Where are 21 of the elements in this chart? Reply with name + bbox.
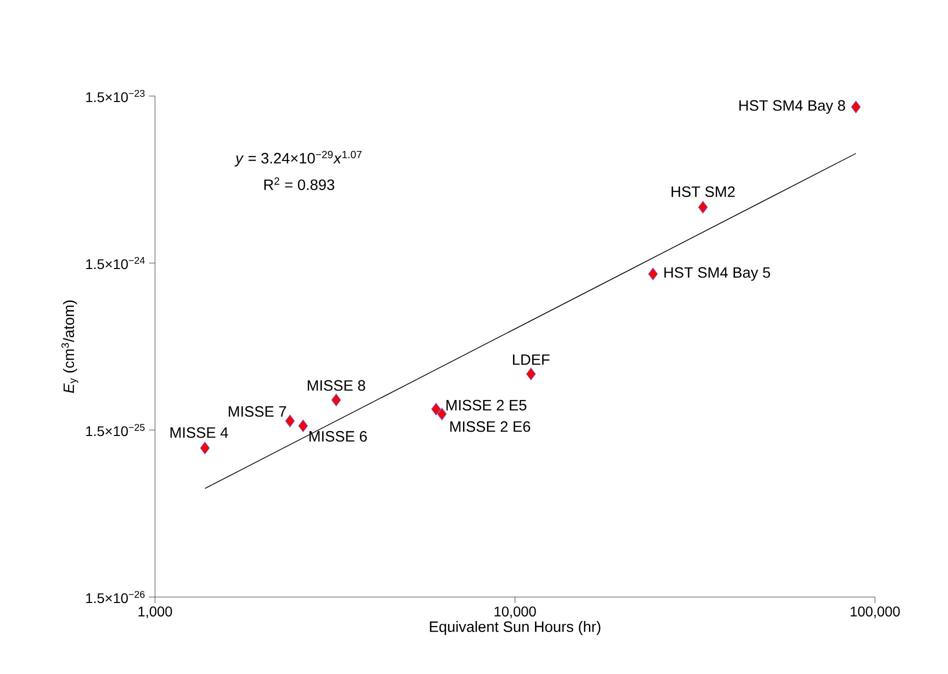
- y-tick-label: 1.5×10$^{−26}$: [86, 590, 145, 604]
- x-axis-title: Equivalent Sun Hours (hr): [430, 621, 600, 635]
- y-tick-label: 1.5×10$^{−24}$: [86, 256, 145, 270]
- annotation: MISSE 4: [170, 427, 228, 438]
- annotation: HST SM4 Bay 8: [739, 100, 846, 114]
- annotation: HST SM4 Bay 5: [664, 267, 770, 281]
- annotation: MISSE 2 E6: [450, 421, 530, 432]
- annotation: MISSE 7: [228, 406, 286, 417]
- x-tick-label: 100,000: [850, 606, 900, 618]
- y-axis-title: E$_{y}$ (cm$^{3}$/atom): [61, 300, 78, 394]
- x-tick-label: 10,000: [494, 606, 536, 618]
- annotation: MISSE 6: [310, 431, 367, 442]
- annotation: R$^{2}$ = 0.893: [264, 177, 334, 190]
- annotation: HST SM2: [672, 186, 735, 197]
- y-tick-label: 1.5×10$^{−23}$: [86, 90, 145, 102]
- annotation: LDEF: [513, 354, 550, 365]
- x-tick-label: 1,000: [138, 606, 172, 618]
- annotation: MISSE 2 E5: [446, 400, 526, 410]
- annotation: y = 3.24×10$^{−29}$x$^{1.07}$: [234, 150, 362, 166]
- annotation: MISSE 8: [308, 380, 366, 391]
- y-tick-label: 1.5×10$^{−25}$: [86, 424, 145, 436]
